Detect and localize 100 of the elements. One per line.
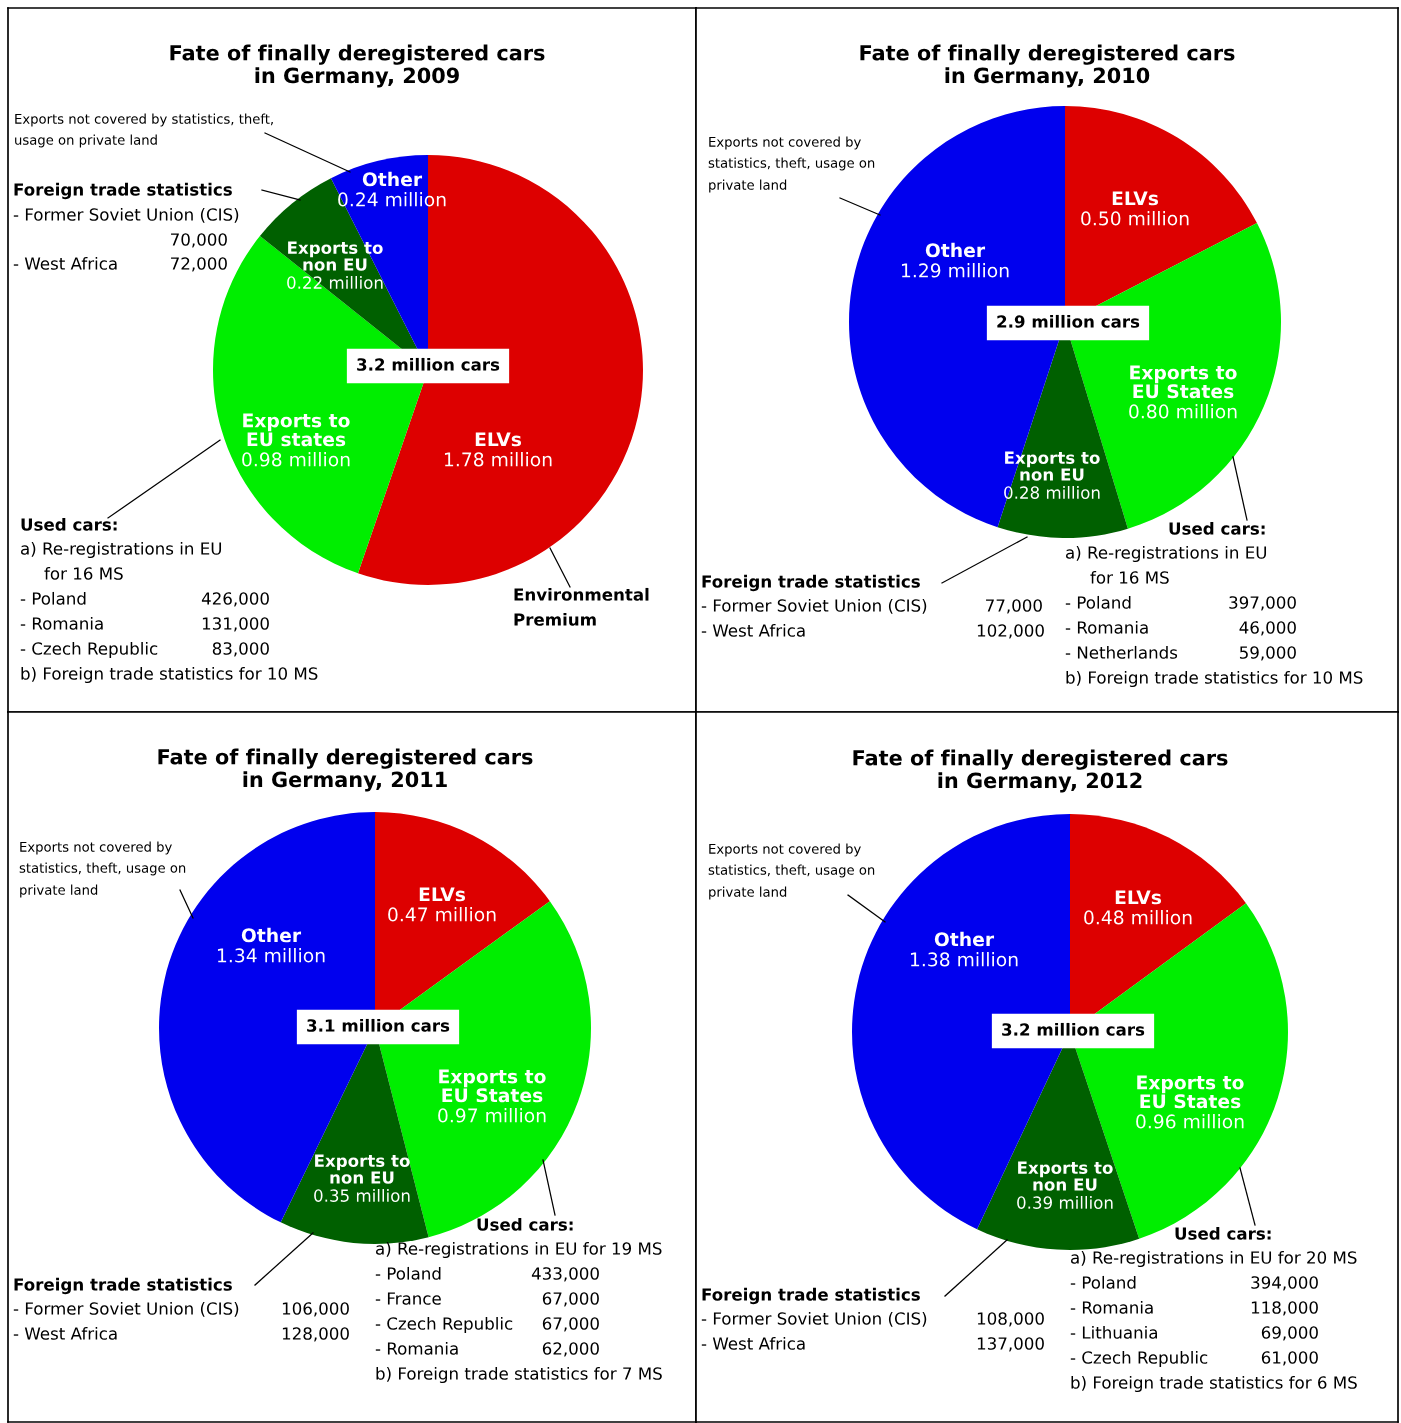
text: Used cars: [21,517,117,531]
text: b) Foreign trade statistics for 6 MS [1071,1375,1357,1393]
text: private land [20,884,98,898]
text: statistics, theft, usage on [708,864,875,878]
text: Foreign trade statistics [702,574,920,592]
chart-title: Fate of finally deregistered cars in Germany, 2012 [853,749,1228,793]
slice-label: Other [362,171,423,187]
text: - West Africa [13,256,117,270]
text: 426,000 [201,592,269,607]
text: 69,000 [1261,1326,1318,1341]
slice-label: Exports to non EU [315,1154,410,1184]
data-label: 0.35 million [314,1189,410,1202]
slice-label: Other [934,931,995,947]
data-label: 0.97 million [438,1108,546,1123]
text: - Former Soviet Union (CIS) [13,207,239,223]
slice-label: Other [925,242,986,258]
text: Exports not covered by [709,136,861,150]
slice-label: Exports to non EU [1018,1161,1113,1191]
text: for 16 MS [44,566,123,580]
data-label: 0.39 million [1017,1196,1113,1209]
text: - Romania [375,1341,458,1355]
data-label: 1.34 million [217,948,325,963]
text: 72,000 [171,257,227,272]
data-label: 0.48 million [1084,910,1192,925]
slice-label: Exports to EU States [1137,1075,1244,1109]
text: private land [709,179,787,193]
text: - West Africa [701,623,805,637]
text: 62,000 [542,1342,599,1357]
text: 2.9 million cars [997,314,1140,328]
text: Used cars: [477,1217,573,1231]
text: - West Africa [701,1336,805,1350]
text: 131,000 [202,617,269,632]
text: usage on private land [15,134,157,148]
text: statistics, theft, usage on [19,862,186,876]
text: Exports not covered by statistics, theft, [15,113,273,127]
text: 83,000 [212,642,269,657]
slice-label: ELVs [1115,890,1162,905]
text: - Czech Republic [375,1316,513,1334]
text: for 16 MS [1090,570,1169,584]
text: statistics, theft, usage on [708,157,875,171]
text: Foreign trade statistics [14,1277,232,1295]
text: 397,000 [1229,596,1296,611]
slice-label: Exports to EU states [243,413,350,447]
text: 128,000 [282,1327,349,1342]
data-label: 0.47 million [388,907,496,922]
text: - Poland [1070,1275,1136,1289]
text: Premium [514,612,596,626]
text: - Poland [375,1266,441,1280]
text: - Former Soviet Union (CIS) [13,1301,239,1317]
text: Foreign trade statistics [14,182,232,200]
data-label: 1.38 million [910,952,1018,967]
chart-title: Fate of finally deregistered cars in Germany, 2010 [860,44,1235,88]
chart-title: Fate of finally deregistered cars in Germany, 2011 [158,748,533,792]
data-label: 0.50 million [1081,211,1189,226]
data-label: 1.29 million [901,263,1009,278]
text: 67,000 [542,1317,599,1332]
text: b) Foreign trade statistics for 10 MS [1066,670,1363,688]
data-label: 0.22 million [287,276,383,289]
text: Used cars: [1175,1226,1271,1240]
chart-title: Fate of finally deregistered cars in Germany, 2009 [170,44,545,88]
text: - Lithuania [1070,1325,1157,1339]
text: - France [375,1292,441,1305]
text: - Poland [20,591,86,605]
text: Environmental [514,587,649,601]
text: - Czech Republic [1070,1350,1208,1368]
text: b) Foreign trade statistics for 7 MS [376,1366,662,1384]
slice-label: Exports to EU States [439,1069,546,1103]
text: Foreign trade statistics [702,1287,920,1305]
text: 3.1 million cars [307,1018,450,1032]
text: 102,000 [977,624,1044,639]
slice-label: ELVs [419,887,466,902]
slice-label: Exports to EU States [1130,365,1237,399]
text: 59,000 [1239,646,1296,661]
text: 77,000 [986,599,1042,614]
text: - Poland [1065,595,1131,609]
data-label: 1.78 million [444,452,552,467]
text: 3.2 million cars [357,357,500,371]
data-label: 0.98 million [242,452,350,467]
text: 70,000 [171,233,227,248]
slice-label: ELVs [475,432,522,447]
text: - Czech Republic [20,641,158,659]
text: 67,000 [542,1292,599,1307]
slice-label: Other [241,927,302,943]
text: - Romania [1070,1300,1153,1314]
text: b) Foreign trade statistics for 10 MS [21,666,318,684]
text: 394,000 [1251,1276,1318,1291]
slice-label: ELVs [1112,191,1159,206]
text: a) Re-registrations in EU [1066,545,1267,563]
text: - Netherlands [1065,645,1178,659]
text: 137,000 [977,1337,1044,1352]
text: - Romania [20,616,103,630]
text: - Former Soviet Union (CIS) [701,1311,927,1327]
text: - Romania [1065,620,1148,634]
text: a) Re-registrations in EU [21,541,222,559]
text: 61,000 [1261,1351,1318,1366]
text: Exports not covered by [20,841,172,855]
data-label: 0.96 million [1136,1114,1244,1129]
text: 108,000 [977,1312,1044,1327]
text: 433,000 [531,1267,599,1282]
text: 3.2 million cars [1002,1022,1145,1036]
